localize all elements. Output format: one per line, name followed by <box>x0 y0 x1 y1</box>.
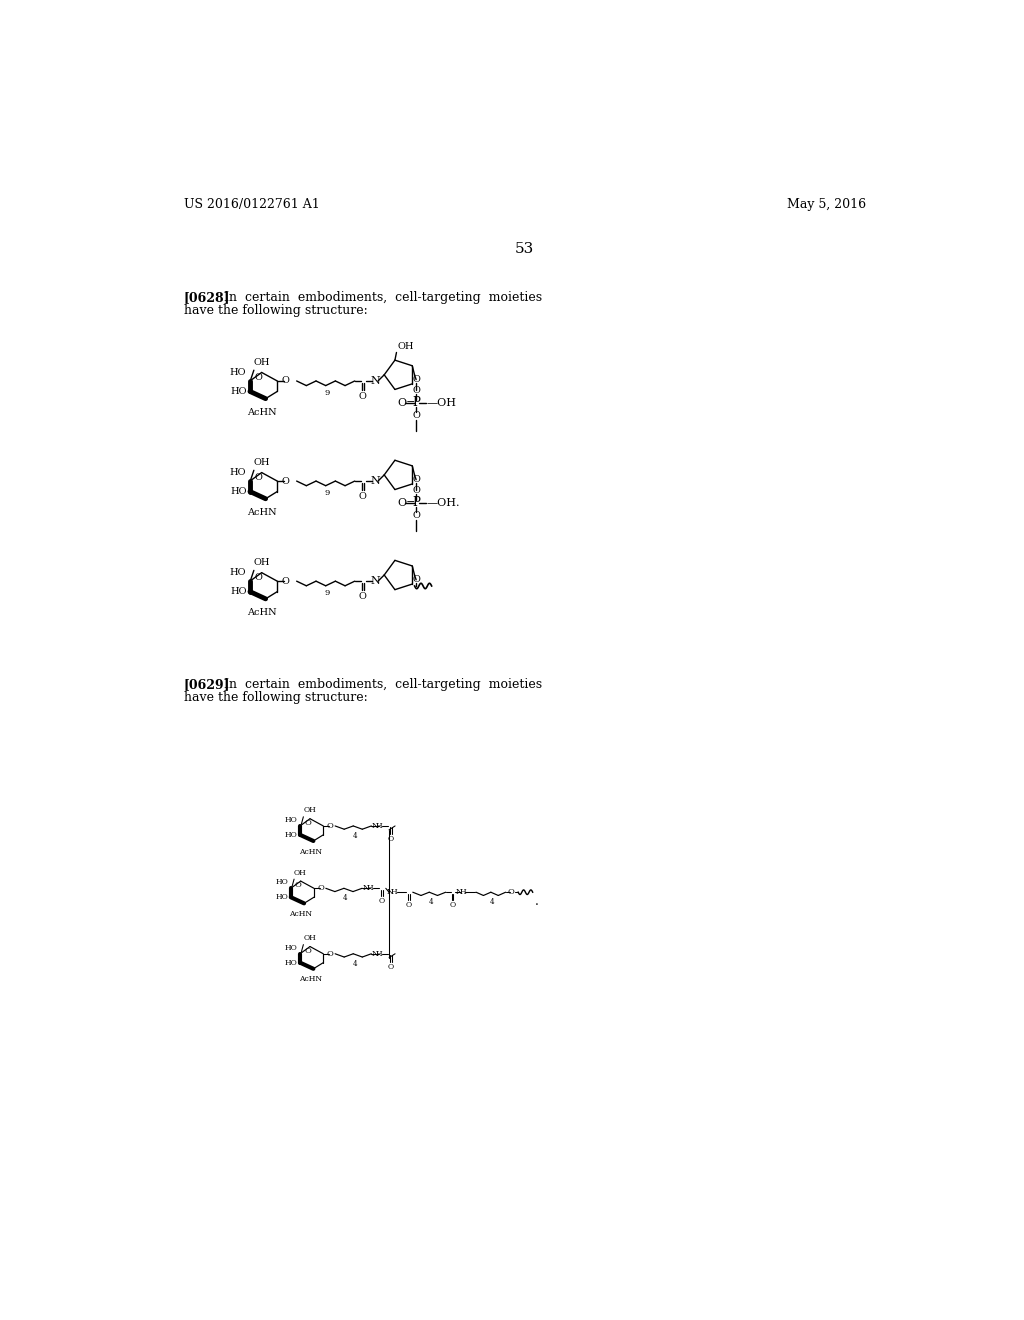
Text: O: O <box>413 475 420 484</box>
Text: AcHN: AcHN <box>247 408 276 417</box>
Text: OH: OH <box>303 807 316 814</box>
Text: have the following structure:: have the following structure: <box>183 304 368 317</box>
Text: H: H <box>367 884 374 892</box>
Text: N: N <box>372 950 379 958</box>
Text: May 5, 2016: May 5, 2016 <box>786 198 866 211</box>
Text: N: N <box>372 822 379 830</box>
Text: O: O <box>255 374 263 381</box>
Text: —OH.: —OH. <box>427 498 461 508</box>
Text: O=: O= <box>397 498 416 508</box>
Text: —OH: —OH <box>427 397 457 408</box>
Text: H: H <box>376 822 383 830</box>
Text: HO: HO <box>229 569 246 577</box>
Text: O: O <box>388 962 394 972</box>
Text: N: N <box>387 888 394 896</box>
Text: O: O <box>413 486 420 495</box>
Text: HO: HO <box>230 387 247 396</box>
Text: O: O <box>304 946 311 954</box>
Text: 9: 9 <box>325 589 330 597</box>
Text: 4: 4 <box>352 960 357 968</box>
Text: N: N <box>370 376 380 385</box>
Text: O: O <box>413 576 420 585</box>
Text: O: O <box>281 577 289 586</box>
Text: O: O <box>358 492 367 500</box>
Text: 9: 9 <box>325 488 330 496</box>
Text: 4: 4 <box>428 898 433 906</box>
Text: 9: 9 <box>325 388 330 397</box>
Text: have the following structure:: have the following structure: <box>183 692 368 705</box>
Text: AcHN: AcHN <box>299 847 322 855</box>
Text: HO: HO <box>275 894 288 902</box>
Text: O: O <box>413 511 420 520</box>
Text: .: . <box>536 895 540 908</box>
Text: HO: HO <box>285 944 297 952</box>
Text: US 2016/0122761 A1: US 2016/0122761 A1 <box>183 198 319 211</box>
Text: O: O <box>379 898 385 906</box>
Text: O: O <box>508 888 514 896</box>
Text: O: O <box>281 477 289 486</box>
Text: O: O <box>450 902 456 909</box>
Text: OH: OH <box>253 558 269 568</box>
Text: HO: HO <box>285 816 297 824</box>
Text: OH: OH <box>253 358 269 367</box>
Text: O: O <box>327 822 333 830</box>
Text: OH: OH <box>294 869 307 876</box>
Text: O: O <box>358 591 367 601</box>
Text: H: H <box>460 888 466 896</box>
Text: N: N <box>362 884 370 892</box>
Text: In  certain  embodiments,  cell-targeting  moieties: In certain embodiments, cell-targeting m… <box>216 290 542 304</box>
Text: N: N <box>456 888 462 896</box>
Text: HO: HO <box>275 878 288 886</box>
Text: AcHN: AcHN <box>290 909 312 917</box>
Text: O: O <box>413 385 420 395</box>
Text: HO: HO <box>285 958 297 966</box>
Text: N: N <box>370 576 380 586</box>
Text: O: O <box>304 820 311 828</box>
Text: H: H <box>376 950 383 958</box>
Text: O: O <box>281 376 289 385</box>
Text: 53: 53 <box>515 242 535 256</box>
Text: 4: 4 <box>490 898 495 906</box>
Text: 4: 4 <box>343 894 348 902</box>
Text: 4: 4 <box>352 832 357 840</box>
Text: O: O <box>295 882 302 890</box>
Text: HO: HO <box>229 368 246 378</box>
Text: O: O <box>327 950 333 958</box>
Text: [0628]: [0628] <box>183 290 230 304</box>
Text: P: P <box>413 496 420 510</box>
Text: O: O <box>388 836 394 843</box>
Text: HO: HO <box>285 830 297 838</box>
Text: O: O <box>358 392 367 401</box>
Text: HO: HO <box>230 487 247 496</box>
Text: AcHN: AcHN <box>247 508 276 517</box>
Text: [0629]: [0629] <box>183 678 230 692</box>
Text: AcHN: AcHN <box>299 975 322 983</box>
Text: O: O <box>255 473 263 482</box>
Text: N: N <box>370 477 380 486</box>
Text: AcHN: AcHN <box>247 609 276 616</box>
Text: OH: OH <box>303 935 316 942</box>
Text: HO: HO <box>230 587 247 597</box>
Text: OH: OH <box>397 342 414 351</box>
Text: O: O <box>406 902 412 909</box>
Text: O: O <box>255 573 263 582</box>
Text: P: P <box>413 396 420 409</box>
Text: OH: OH <box>253 458 269 467</box>
Text: O: O <box>317 884 324 892</box>
Text: HO: HO <box>229 469 246 478</box>
Text: In  certain  embodiments,  cell-targeting  moieties: In certain embodiments, cell-targeting m… <box>216 678 542 692</box>
Text: H: H <box>391 888 397 896</box>
Text: O=: O= <box>397 397 416 408</box>
Text: O: O <box>413 375 420 384</box>
Text: O: O <box>413 411 420 420</box>
